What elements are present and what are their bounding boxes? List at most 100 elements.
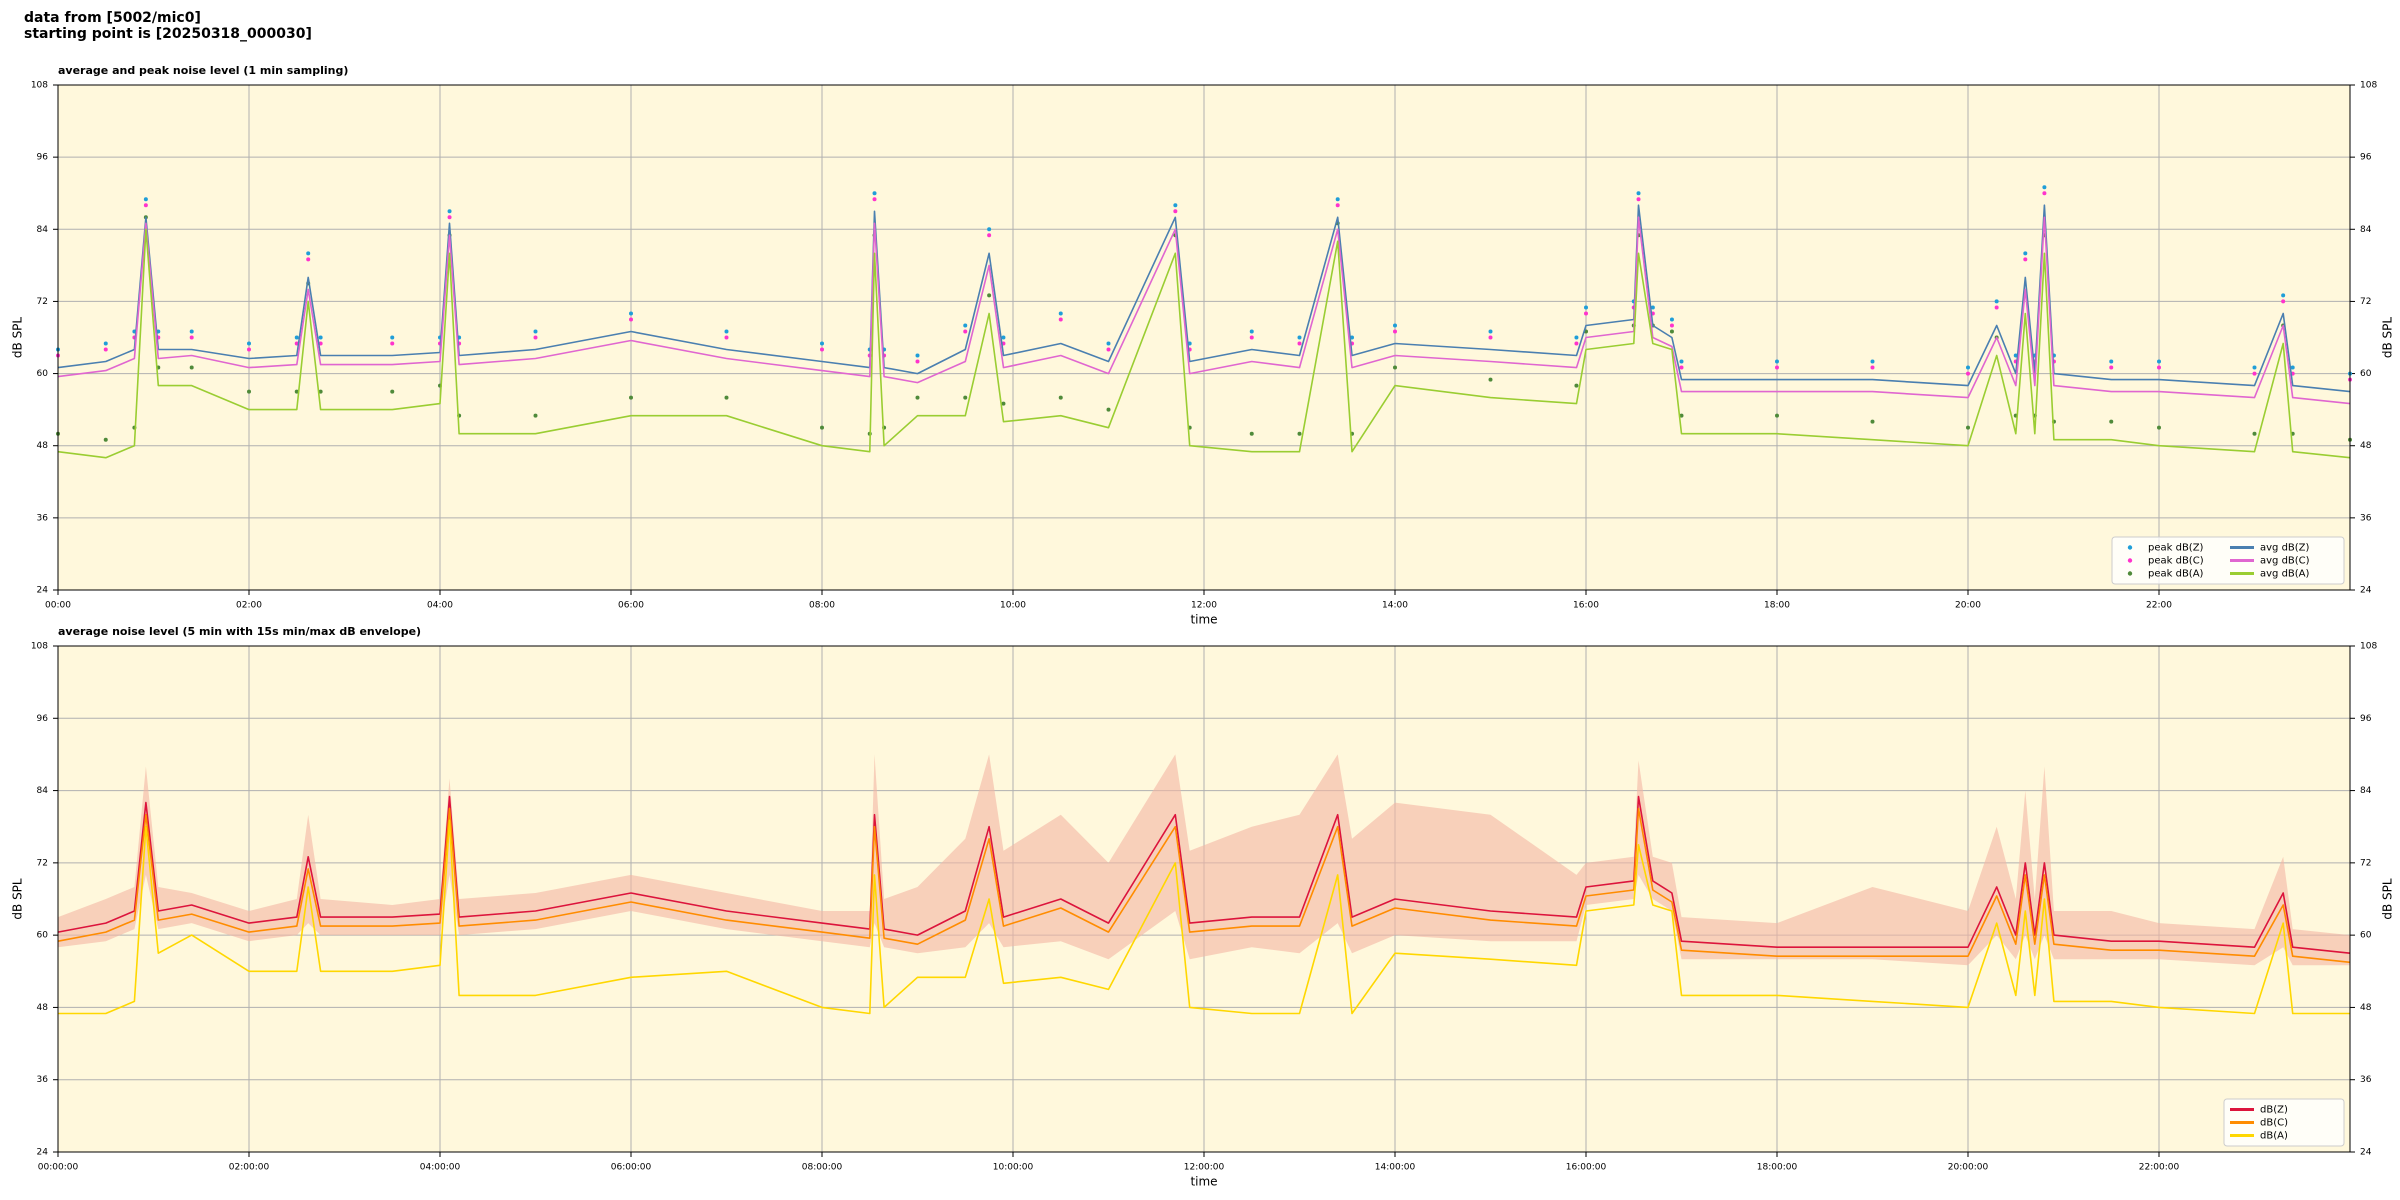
- peak-point: [247, 389, 251, 394]
- peak-point: [1249, 329, 1254, 334]
- legend-label: peak dB(C): [2148, 556, 2204, 567]
- peak-point: [1297, 335, 1302, 340]
- peak-point: [318, 389, 323, 394]
- peak-point: [987, 233, 992, 238]
- peak-point: [1650, 305, 1655, 310]
- peak-point: [1584, 305, 1588, 310]
- y-tick-label: 36: [2360, 1075, 2372, 1085]
- suptitle: data from [5002/mic0]: [24, 10, 201, 26]
- peak-point: [1966, 371, 1970, 376]
- peak-point: [963, 323, 968, 328]
- peak-point: [1669, 323, 1674, 328]
- peak-point: [533, 329, 538, 334]
- y-tick-label: 60: [2360, 931, 2372, 941]
- peak-point: [2252, 371, 2257, 376]
- peak-point: [724, 335, 729, 340]
- y-tick-label: 36: [37, 1075, 49, 1085]
- peak-point: [1058, 317, 1063, 322]
- peak-point: [2023, 251, 2028, 256]
- x-tick-label: 04:00:00: [420, 1163, 461, 1173]
- legend-label: avg dB(Z): [2260, 543, 2310, 554]
- peak-point: [2109, 365, 2114, 370]
- peak-point: [2157, 359, 2161, 364]
- peak-point: [963, 395, 968, 400]
- peak-point: [143, 197, 148, 202]
- peak-point: [2157, 365, 2161, 370]
- peak-point: [987, 227, 992, 232]
- peak-point: [1058, 311, 1063, 316]
- peak-point: [1636, 191, 1641, 196]
- y-axis-label: dB SPL: [11, 317, 25, 359]
- suptitle: starting point is [20250318_000030]: [24, 26, 312, 42]
- peak-point: [1994, 299, 1999, 304]
- legend-marker: [2127, 558, 2133, 563]
- peak-point: [1001, 335, 1006, 340]
- x-tick-label: 18:00: [1764, 601, 1790, 611]
- legend-label: dB(A): [2260, 1131, 2288, 1142]
- x-tick-label: 00:00:00: [38, 1163, 79, 1173]
- peak-point: [2252, 365, 2257, 370]
- peak-point: [390, 335, 395, 340]
- y-tick-label: 84: [2360, 225, 2372, 235]
- peak-point: [1249, 431, 1254, 436]
- legend-label: avg dB(A): [2260, 569, 2310, 580]
- peak-point: [1393, 323, 1397, 328]
- peak-point: [189, 365, 194, 370]
- series-line: [57, 807, 2351, 964]
- y-tick-label: 60: [2360, 369, 2372, 379]
- y-tick-label: 24: [2360, 1148, 2372, 1158]
- x-tick-label: 02:00:00: [229, 1163, 270, 1173]
- peak-point: [1297, 341, 1302, 346]
- subplot-title: average and peak noise level (1 min samp…: [58, 64, 348, 77]
- peak-point: [1488, 329, 1493, 334]
- peak-point: [447, 215, 452, 220]
- x-axis-label: time: [1190, 613, 1217, 627]
- subplot: average and peak noise level (1 min samp…: [11, 64, 2395, 627]
- peak-point: [1870, 359, 1875, 364]
- peak-point: [1870, 419, 1875, 424]
- x-tick-label: 18:00:00: [1757, 1163, 1798, 1173]
- peak-point: [1574, 335, 1579, 340]
- peak-point: [1335, 197, 1340, 202]
- peak-point: [306, 257, 311, 262]
- peak-point: [1679, 365, 1684, 370]
- peak-point: [915, 359, 920, 364]
- peak-point: [629, 317, 633, 322]
- y-tick-label: 72: [37, 858, 48, 868]
- peak-point: [189, 335, 194, 340]
- peak-point: [1393, 365, 1397, 370]
- y-tick-label: 96: [2360, 153, 2372, 163]
- x-tick-label: 10:00:00: [993, 1163, 1034, 1173]
- y-tick-label: 60: [37, 369, 49, 379]
- peak-point: [1679, 413, 1684, 418]
- legend-marker: [2127, 571, 2133, 576]
- y-tick-label: 96: [2360, 714, 2372, 724]
- peak-point: [390, 341, 395, 346]
- peak-point: [247, 347, 251, 352]
- peak-point: [306, 251, 311, 256]
- x-tick-label: 08:00:00: [802, 1163, 843, 1173]
- peak-point: [820, 425, 824, 430]
- peak-point: [2109, 359, 2114, 364]
- x-tick-label: 20:00:00: [1948, 1163, 1989, 1173]
- x-axis-label: time: [1190, 1175, 1217, 1189]
- peak-point: [629, 395, 633, 400]
- peak-point: [1574, 383, 1579, 388]
- legend-box: [2111, 536, 2345, 585]
- peak-point: [629, 311, 633, 316]
- peak-point: [2042, 185, 2047, 190]
- y-tick-label: 72: [2360, 858, 2371, 868]
- peak-point: [2252, 431, 2257, 436]
- legend-label: dB(Z): [2260, 1105, 2288, 1116]
- series-line: [57, 204, 2351, 393]
- y-tick-label: 24: [37, 1148, 49, 1158]
- peak-point: [872, 197, 877, 202]
- peak-point: [820, 341, 824, 346]
- peak-point: [724, 395, 729, 400]
- y-tick-label: 60: [37, 931, 49, 941]
- x-tick-label: 16:00: [1573, 601, 1599, 611]
- peak-point: [1173, 209, 1178, 214]
- legend-label: peak dB(A): [2148, 569, 2204, 580]
- peak-point: [1679, 359, 1684, 364]
